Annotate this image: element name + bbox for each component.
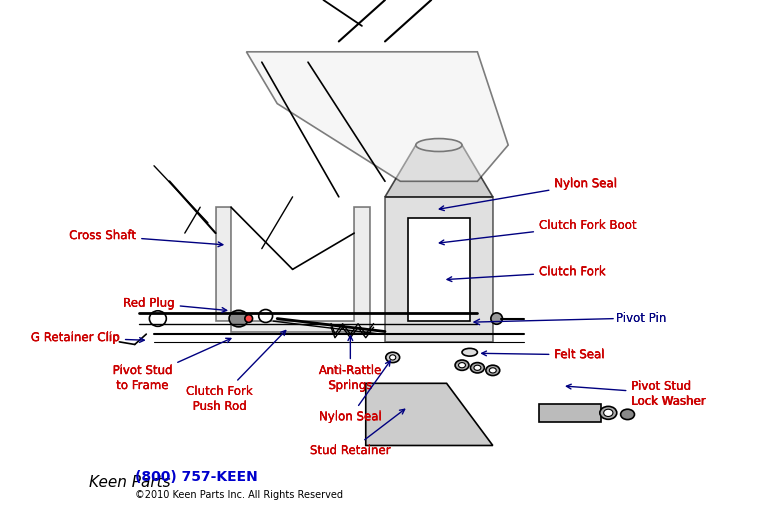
Text: G Retainer Clip: G Retainer Clip xyxy=(31,331,120,344)
Ellipse shape xyxy=(386,352,400,363)
Text: Stud Retainer: Stud Retainer xyxy=(310,444,391,457)
Text: Red Plug: Red Plug xyxy=(123,296,226,312)
Ellipse shape xyxy=(621,409,634,420)
Text: Clutch Fork
Push Rod: Clutch Fork Push Rod xyxy=(186,330,286,413)
Text: Cross Shaft: Cross Shaft xyxy=(69,229,136,242)
Polygon shape xyxy=(216,207,370,332)
Text: Pivot Stud
to Frame: Pivot Stud to Frame xyxy=(112,364,172,392)
Text: Anti-Rattle
Springs: Anti-Rattle Springs xyxy=(319,336,382,392)
Polygon shape xyxy=(385,197,493,342)
Polygon shape xyxy=(246,52,508,181)
Text: G Retainer Clip: G Retainer Clip xyxy=(31,331,144,344)
Ellipse shape xyxy=(245,315,253,322)
Text: Keen Parts: Keen Parts xyxy=(89,476,170,490)
Text: Clutch Fork Boot: Clutch Fork Boot xyxy=(539,219,637,232)
Text: Pivot Pin: Pivot Pin xyxy=(616,312,666,325)
Ellipse shape xyxy=(229,310,248,327)
Text: Pivot Pin: Pivot Pin xyxy=(616,312,666,325)
Text: Felt Seal: Felt Seal xyxy=(554,348,604,362)
Text: Nylon Seal: Nylon Seal xyxy=(319,361,390,424)
Polygon shape xyxy=(385,145,493,197)
Ellipse shape xyxy=(462,349,477,356)
Ellipse shape xyxy=(600,406,617,420)
Text: Anti-Rattle
Springs: Anti-Rattle Springs xyxy=(319,364,382,392)
Text: Cross Shaft: Cross Shaft xyxy=(69,229,223,247)
Ellipse shape xyxy=(390,355,396,360)
Ellipse shape xyxy=(455,360,469,370)
Text: (800) 757-KEEN: (800) 757-KEEN xyxy=(135,469,257,484)
Ellipse shape xyxy=(459,363,465,368)
Polygon shape xyxy=(408,218,470,321)
Ellipse shape xyxy=(491,313,502,324)
Ellipse shape xyxy=(470,363,484,373)
Ellipse shape xyxy=(149,311,166,326)
Text: Nylon Seal: Nylon Seal xyxy=(319,410,382,424)
Ellipse shape xyxy=(416,139,462,152)
Text: Pivot Stud
Lock Washer: Pivot Stud Lock Washer xyxy=(567,380,706,408)
Text: Clutch Fork: Clutch Fork xyxy=(447,265,606,282)
Ellipse shape xyxy=(490,368,496,373)
Text: Clutch Fork
Push Rod: Clutch Fork Push Rod xyxy=(186,385,253,413)
Text: Pivot Stud
Lock Washer: Pivot Stud Lock Washer xyxy=(631,380,706,408)
Text: Nylon Seal: Nylon Seal xyxy=(440,177,617,211)
Polygon shape xyxy=(366,383,493,445)
Text: Pivot Stud
to Frame: Pivot Stud to Frame xyxy=(112,338,231,392)
Ellipse shape xyxy=(474,365,480,370)
Text: Clutch Fork: Clutch Fork xyxy=(539,265,606,279)
Text: Red Plug: Red Plug xyxy=(123,296,175,310)
Text: Felt Seal: Felt Seal xyxy=(482,348,604,362)
Ellipse shape xyxy=(259,310,273,322)
Text: Nylon Seal: Nylon Seal xyxy=(554,177,617,191)
Ellipse shape xyxy=(604,409,613,416)
Text: Clutch Fork Boot: Clutch Fork Boot xyxy=(440,219,637,244)
Polygon shape xyxy=(539,404,601,422)
Ellipse shape xyxy=(486,365,500,376)
Text: Stud Retainer: Stud Retainer xyxy=(310,409,405,457)
Text: ©2010 Keen Parts Inc. All Rights Reserved: ©2010 Keen Parts Inc. All Rights Reserve… xyxy=(135,490,343,500)
